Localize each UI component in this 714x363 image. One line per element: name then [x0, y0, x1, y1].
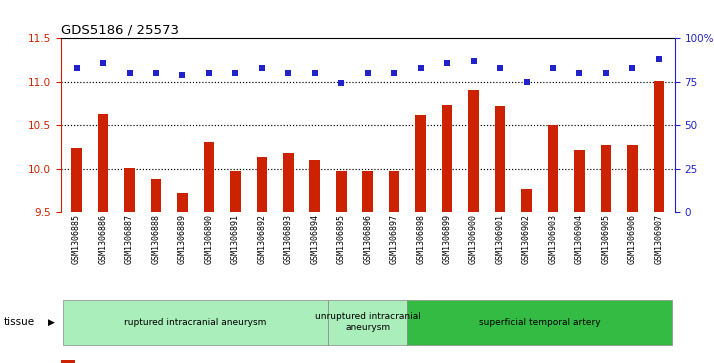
Bar: [363, 171, 373, 212]
Point: [627, 65, 638, 71]
Point: [574, 70, 585, 76]
Bar: [600, 145, 611, 212]
Point: [388, 70, 400, 76]
Text: unruptured intracranial
aneurysm: unruptured intracranial aneurysm: [315, 313, 421, 332]
Bar: [574, 150, 585, 212]
Point: [653, 56, 665, 62]
Point: [309, 70, 321, 76]
Text: ▶: ▶: [48, 318, 55, 327]
Bar: [283, 153, 293, 212]
FancyBboxPatch shape: [408, 299, 672, 345]
Text: ruptured intracranial aneurysm: ruptured intracranial aneurysm: [124, 318, 267, 327]
FancyBboxPatch shape: [64, 299, 328, 345]
Bar: [203, 142, 214, 212]
Bar: [124, 168, 135, 212]
Bar: [442, 105, 453, 212]
Point: [600, 70, 612, 76]
Bar: [521, 189, 532, 212]
Point: [256, 65, 268, 71]
Point: [71, 65, 82, 71]
Bar: [230, 171, 241, 212]
Bar: [151, 179, 161, 212]
Bar: [309, 160, 320, 212]
Bar: [177, 193, 188, 212]
Text: GDS5186 / 25573: GDS5186 / 25573: [61, 24, 178, 37]
Point: [415, 65, 426, 71]
Point: [124, 70, 135, 76]
Bar: [495, 106, 506, 212]
Point: [336, 81, 347, 86]
Point: [362, 70, 373, 76]
Point: [521, 79, 532, 85]
Bar: [548, 125, 558, 212]
Point: [150, 70, 161, 76]
Bar: [389, 171, 399, 212]
Point: [468, 58, 479, 64]
Bar: [627, 145, 638, 212]
Bar: [61, 360, 75, 363]
Bar: [653, 81, 664, 212]
Point: [97, 60, 109, 65]
Point: [230, 70, 241, 76]
Point: [177, 72, 188, 78]
FancyBboxPatch shape: [328, 299, 408, 345]
Point: [441, 60, 453, 65]
Text: superficial temporal artery: superficial temporal artery: [479, 318, 600, 327]
Point: [494, 65, 506, 71]
Bar: [336, 171, 346, 212]
Bar: [98, 114, 109, 212]
Bar: [416, 115, 426, 212]
Point: [283, 70, 294, 76]
Point: [203, 70, 215, 76]
Point: [547, 65, 558, 71]
Bar: [468, 90, 479, 212]
Bar: [256, 158, 267, 212]
Bar: [71, 148, 82, 212]
Text: tissue: tissue: [4, 317, 35, 327]
